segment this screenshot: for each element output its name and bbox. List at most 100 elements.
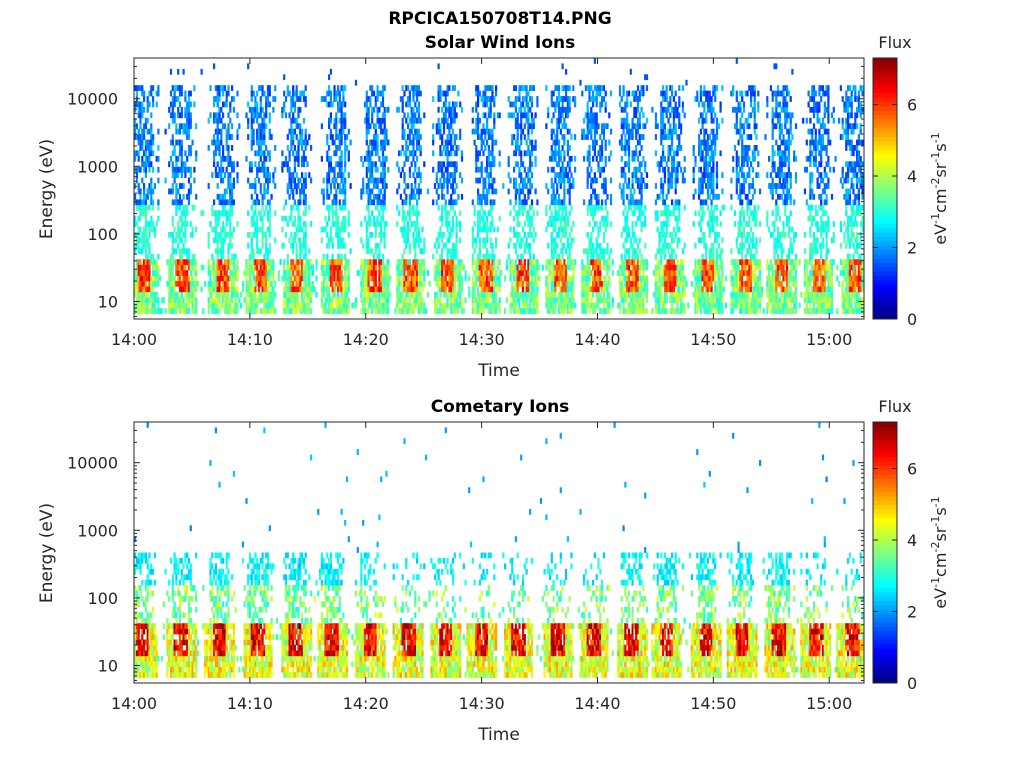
flux-cell <box>383 112 386 119</box>
flux-cell <box>259 248 262 255</box>
flux-cell <box>304 145 307 151</box>
flux-cell <box>520 106 523 113</box>
flux-cell <box>347 280 350 287</box>
flux-cell <box>383 291 386 298</box>
flux-cell <box>378 123 381 130</box>
flux-cell <box>292 221 295 227</box>
flux-cell <box>257 85 261 91</box>
flux-cell <box>184 232 187 238</box>
flux-cell <box>329 297 332 304</box>
flux-cell <box>173 145 176 151</box>
flux-cell <box>268 264 271 271</box>
flux-cell <box>266 248 270 255</box>
flux-cell <box>554 85 557 91</box>
flux-cell <box>302 150 305 157</box>
flux-cell <box>441 270 444 276</box>
flux-cell <box>520 242 523 249</box>
flux-cell <box>405 139 408 146</box>
flux-cell <box>513 134 516 140</box>
flux-cell <box>195 150 198 157</box>
flux-cell <box>514 139 517 146</box>
flux-cell <box>509 275 512 282</box>
flux-cell <box>408 204 411 211</box>
flux-cell <box>525 139 528 146</box>
flux-cell <box>520 264 523 271</box>
flux-cell <box>482 242 485 249</box>
flux-cell <box>530 85 534 91</box>
flux-cell <box>620 264 623 271</box>
flux-cell <box>347 297 350 304</box>
flux-cell <box>566 291 569 298</box>
flux-cell <box>439 264 442 271</box>
flux-cell <box>403 210 406 217</box>
flux-cell <box>486 123 489 130</box>
flux-cell <box>254 291 257 298</box>
flux-cell <box>525 210 528 217</box>
flux-cell <box>477 286 480 293</box>
flux-cell <box>453 139 456 146</box>
flux-cell <box>306 280 309 287</box>
flux-cell <box>257 128 261 135</box>
flux-cell <box>611 297 614 304</box>
flux-cell <box>491 221 494 227</box>
flux-cell <box>570 134 573 140</box>
flux-cell <box>340 253 343 260</box>
flux-cell <box>597 275 600 282</box>
flux-cell <box>416 291 419 298</box>
flux-cell <box>480 308 483 314</box>
flux-cell <box>139 188 142 195</box>
flux-cell <box>403 172 406 178</box>
flux-cell <box>169 101 173 108</box>
flux-cell <box>360 155 363 162</box>
flux-cell <box>557 297 561 304</box>
flux-cell <box>331 242 334 249</box>
flux-cell <box>211 286 214 293</box>
flux-cell <box>338 96 341 102</box>
flux-cell <box>477 134 480 140</box>
flux-cell <box>398 302 401 309</box>
flux-cell <box>601 280 604 287</box>
flux-cell <box>586 297 589 304</box>
flux-cell <box>173 302 176 309</box>
flux-cell <box>407 101 410 108</box>
flux-cell <box>365 308 368 314</box>
flux-cell <box>403 128 406 135</box>
flux-cell <box>371 188 374 195</box>
flux-cell <box>590 302 593 309</box>
flux-cell <box>365 134 368 140</box>
flux-cell <box>248 270 252 276</box>
flux-cell <box>385 139 388 146</box>
flux-cell <box>451 117 455 124</box>
flux-cell <box>561 264 564 271</box>
flux-cell <box>302 139 305 146</box>
flux-cell <box>216 275 219 282</box>
flux-cell <box>471 297 474 304</box>
flux-cell <box>223 210 226 217</box>
flux-cell <box>270 259 273 265</box>
flux-cell <box>263 166 266 173</box>
flux-cell <box>442 204 446 211</box>
flux-cell <box>254 280 257 287</box>
flux-cell <box>177 291 180 298</box>
flux-cell <box>581 275 584 282</box>
flux-cell <box>477 101 480 108</box>
flux-cell <box>387 166 390 173</box>
flux-cell <box>182 264 185 271</box>
flux-cell <box>583 264 586 271</box>
flux-cell <box>473 286 476 293</box>
flux-cell <box>437 183 440 189</box>
flux-cell <box>320 297 323 304</box>
flux-cell <box>337 183 340 189</box>
flux-cell <box>216 96 219 102</box>
flux-cell <box>146 117 149 124</box>
flux-cell <box>450 253 453 260</box>
flux-cell <box>337 264 340 271</box>
flux-cell <box>182 308 185 314</box>
flux-cell <box>177 112 180 119</box>
flux-cell <box>521 188 525 195</box>
flux-cell <box>417 286 420 293</box>
flux-cell <box>266 210 270 217</box>
flux-cell <box>372 275 376 282</box>
flux-cell <box>148 101 151 108</box>
flux-cell <box>419 308 422 314</box>
